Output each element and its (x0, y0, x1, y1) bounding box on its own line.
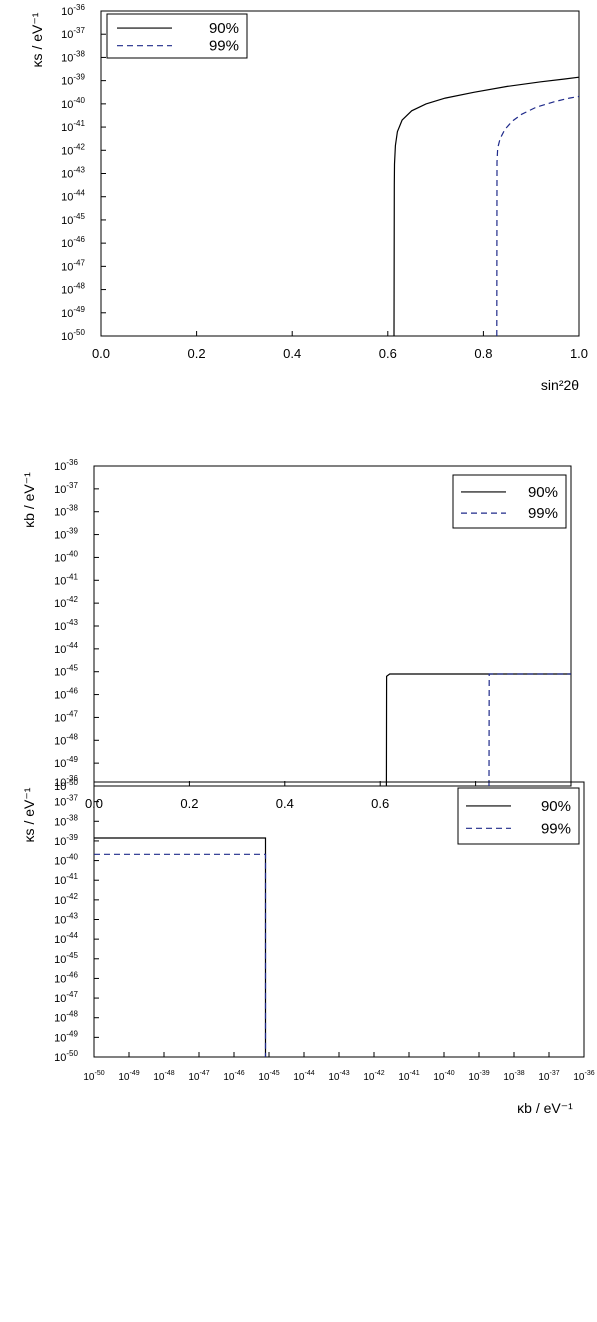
y-tick-label: 10-40 (54, 853, 78, 868)
chart-1: 10-50 10-49 10-48 10-47 10-46 10-45 10-44 10-43… (29, 3, 588, 393)
y-tick-label: 10-50 (54, 778, 78, 793)
y-tick-label: 10-37 (61, 26, 85, 41)
legend-label: 99% (209, 38, 239, 55)
y-axis-label: κb / eV⁻¹ (21, 472, 37, 528)
x-tick-label: 0.2 (180, 796, 198, 811)
y-tick-label: 10-43 (54, 618, 78, 633)
series-line-99 (94, 853, 267, 1057)
x-tick-label: 0.4 (276, 796, 294, 811)
chart-2: 10-50 10-49 10-48 10-47 10-46 10-45 10-44 10-43… (21, 458, 580, 843)
y-tick-label: 10-39 (54, 527, 78, 542)
x-axis-label: sin²2θ (541, 377, 579, 393)
x-tick-label: 10-37 (538, 1070, 559, 1083)
x-axis-label: κb / eV⁻¹ (517, 1100, 573, 1116)
y-tick-label: 10-45 (54, 951, 78, 966)
y-tick-label: 10-42 (61, 142, 85, 157)
legend-label: 99% (541, 820, 571, 837)
y-tick-label: 10-38 (54, 813, 78, 828)
x-tick-label: 10-46 (223, 1070, 244, 1083)
y-tick-label: 10-43 (61, 166, 85, 181)
legend-label: 90% (209, 20, 239, 37)
x-tick-label: 10-41 (398, 1070, 419, 1083)
y-tick-label: 10-37 (54, 481, 78, 496)
y-tick-label: 10-36 (54, 774, 78, 789)
legend: 90%99% (452, 474, 567, 529)
x-tick-label: 10-45 (258, 1070, 279, 1083)
y-tick-label: 10-49 (54, 755, 78, 770)
x-tick-label: 0.6 (379, 346, 397, 361)
y-tick-label: 10-41 (61, 119, 85, 134)
y-tick-label: 10-49 (61, 305, 85, 320)
x-tick-label: 10-43 (328, 1070, 349, 1083)
x-tick-label: 0.6 (371, 796, 389, 811)
y-tick-label: 10-40 (54, 549, 78, 564)
x-tick-label: 1.0 (570, 346, 588, 361)
legend-label: 99% (528, 505, 558, 522)
x-tick-label: 10-47 (188, 1070, 209, 1083)
y-tick-label: 10-36 (54, 458, 78, 473)
x-tick-label: 10-50 (83, 1070, 104, 1083)
legend-label: 90% (528, 484, 558, 501)
y-tick-label: 10-46 (54, 970, 78, 985)
x-tick-label: 0.2 (188, 346, 206, 361)
y-tick-label: 10-38 (61, 49, 85, 64)
x-tick-label: 10-48 (153, 1070, 174, 1083)
y-axis-label: κs / eV⁻¹ (21, 787, 37, 842)
y-tick-label: 10-41 (54, 872, 78, 887)
series-line-99 (496, 95, 580, 337)
legend-box (452, 474, 567, 529)
y-tick-label: 10-49 (54, 1029, 78, 1044)
y-tick-label: 10-46 (61, 235, 85, 250)
y-tick-label: 10-42 (54, 892, 78, 907)
legend: 90%99% (457, 787, 580, 845)
y-tick-label: 10-39 (61, 73, 85, 88)
x-tick-label: 0.8 (474, 346, 492, 361)
x-tick-label: 10-38 (503, 1070, 524, 1083)
y-tick-label: 10-36 (61, 3, 85, 18)
series-line-90 (94, 837, 267, 1057)
y-tick-label: 10-45 (61, 212, 85, 227)
legend-label: 90% (541, 798, 571, 815)
x-tick-label: 10-44 (293, 1070, 314, 1083)
plot-frame (100, 10, 580, 337)
x-tick-label: 10-36 (573, 1070, 594, 1083)
series-line-99 (488, 673, 571, 787)
x-tick-label: 0.0 (92, 346, 110, 361)
series-line-90 (385, 673, 571, 787)
y-tick-label: 10-47 (54, 990, 78, 1005)
y-tick-label: 10-48 (61, 282, 85, 297)
y-tick-label: 10-43 (54, 912, 78, 927)
x-tick-label: 10-39 (468, 1070, 489, 1083)
y-tick-label: 10-40 (61, 96, 85, 111)
y-tick-label: 10-50 (61, 328, 85, 343)
y-tick-label: 10-42 (54, 595, 78, 610)
x-tick-label: 10-42 (363, 1070, 384, 1083)
y-tick-label: 10-39 (54, 833, 78, 848)
y-tick-label: 10-44 (54, 641, 78, 656)
chart-3: 10-50 10-49 10-48 10-47 10-46 10-45 10-44 10-43… (21, 774, 595, 1116)
x-tick-label: 0.4 (283, 346, 301, 361)
y-axis-label: κs / eV⁻¹ (29, 12, 45, 67)
y-tick-label: 10-46 (54, 687, 78, 702)
legend-box (457, 787, 580, 845)
y-tick-label: 10-48 (54, 1010, 78, 1025)
y-tick-label: 10-37 (54, 794, 78, 809)
y-tick-label: 10-48 (54, 732, 78, 747)
y-tick-label: 10-44 (61, 189, 85, 204)
x-tick-label: 10-49 (118, 1070, 139, 1083)
legend: 90%99% (106, 13, 248, 59)
y-tick-label: 10-38 (54, 504, 78, 519)
y-tick-label: 10-41 (54, 572, 78, 587)
x-tick-label: 10-40 (433, 1070, 454, 1083)
y-tick-label: 10-47 (61, 258, 85, 273)
y-tick-label: 10-50 (54, 1049, 78, 1064)
y-tick-label: 10-45 (54, 664, 78, 679)
legend-box (106, 13, 248, 59)
y-tick-label: 10-44 (54, 931, 78, 946)
y-tick-label: 10-47 (54, 709, 78, 724)
series-line-90 (393, 76, 580, 337)
